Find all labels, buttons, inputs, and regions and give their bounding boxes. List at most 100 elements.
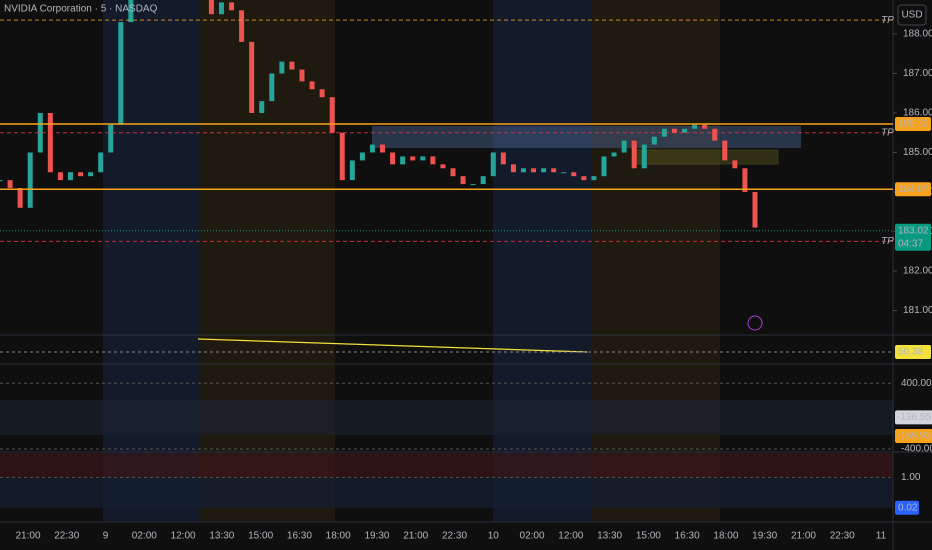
candle — [440, 164, 446, 169]
currency-button[interactable] — [897, 4, 927, 26]
candle — [601, 156, 607, 177]
osc-tag: -169.93 — [897, 431, 931, 442]
candle — [229, 2, 235, 11]
candle — [349, 160, 355, 181]
zone-box — [372, 126, 801, 148]
price-tag-box — [895, 182, 931, 197]
candle — [78, 172, 84, 177]
alert-icon[interactable] — [747, 315, 763, 331]
session-shading — [103, 0, 720, 522]
osc-tag: -136.55 — [897, 412, 931, 423]
candle — [661, 128, 667, 137]
osc-band — [0, 400, 893, 435]
candle — [450, 168, 456, 177]
time-label: 02:00 — [520, 531, 545, 542]
time-label: 19:30 — [364, 531, 389, 542]
candle — [722, 140, 728, 161]
candle — [380, 144, 386, 153]
candle — [67, 172, 73, 181]
pane2-tag: 50.38 — [898, 347, 923, 358]
osc-tag-box — [895, 429, 932, 444]
candle — [611, 152, 617, 157]
price-tag: 184.07 — [898, 184, 929, 195]
candle — [712, 128, 718, 141]
candle — [98, 152, 104, 173]
time-label: 15:00 — [636, 531, 661, 542]
vol-band — [0, 478, 893, 508]
osc-tick-label: 400.00 — [901, 378, 932, 389]
candle — [671, 128, 677, 133]
time-label: 11 — [876, 531, 887, 542]
price-tag-box — [895, 117, 931, 132]
countdown: 04:37 — [898, 238, 923, 249]
candle — [289, 61, 295, 70]
vol-band-top — [0, 453, 893, 478]
candle — [279, 61, 285, 74]
candle — [702, 124, 708, 129]
candle — [218, 2, 224, 15]
chart-title: NVIDIA Corporation · 5 · NASDAQ — [4, 4, 158, 15]
candle — [400, 156, 406, 165]
candle — [551, 168, 557, 173]
candle — [651, 136, 657, 145]
candle — [359, 152, 365, 161]
candle — [581, 176, 587, 181]
candle — [118, 22, 124, 125]
candle — [0, 180, 3, 182]
candle — [329, 97, 335, 133]
y-tick-label: 188.00 — [903, 29, 932, 40]
time-label: 16:30 — [675, 531, 700, 542]
candle — [752, 191, 758, 228]
candle — [641, 144, 647, 169]
y-tick-label: 185.00 — [903, 147, 932, 158]
candle — [480, 176, 486, 185]
vol-tick-label: 1.00 — [901, 472, 921, 483]
candle — [299, 69, 305, 82]
time-label: 9 — [103, 531, 109, 542]
candle — [541, 168, 547, 173]
time-label: 22:30 — [54, 531, 79, 542]
time-label: 13:30 — [597, 531, 622, 542]
candle — [27, 152, 33, 208]
candle — [269, 73, 275, 102]
candle — [510, 164, 516, 173]
time-label: 21:00 — [15, 531, 40, 542]
candle — [128, 0, 134, 23]
candle — [692, 124, 698, 129]
currency[interactable]: USD — [901, 10, 922, 21]
last-tag-box — [895, 223, 931, 251]
candle — [390, 152, 396, 165]
time-label: 12:00 — [171, 531, 196, 542]
candle — [531, 168, 537, 173]
time-label: 15:00 — [248, 531, 273, 542]
candle — [520, 168, 526, 173]
time-label: 22:30 — [442, 531, 467, 542]
candle — [742, 168, 748, 192]
pane2-tag-box — [895, 345, 931, 359]
candle — [88, 172, 94, 177]
y-tick-label: 187.00 — [903, 68, 932, 79]
candle — [259, 101, 265, 113]
candle — [621, 140, 627, 153]
candle — [561, 172, 567, 174]
candle — [732, 160, 738, 169]
candle — [57, 172, 63, 181]
y-tick-label: 186.00 — [903, 108, 932, 119]
target-label: TP — [881, 236, 894, 247]
candle — [37, 112, 43, 153]
target-label: TP — [881, 15, 894, 26]
candle — [490, 152, 496, 177]
time-label: 13:30 — [209, 531, 234, 542]
time-label: 16:30 — [287, 531, 312, 542]
candle — [319, 89, 325, 98]
candle — [470, 184, 476, 186]
candle — [460, 176, 466, 185]
time-label: 19:30 — [752, 531, 777, 542]
candle — [500, 152, 506, 165]
osc-tick-label: -400.00 — [901, 444, 932, 455]
last-price: 183.02 — [898, 225, 929, 236]
osc-tag-box — [895, 410, 932, 425]
candle — [410, 156, 416, 161]
time-label: 18:00 — [713, 531, 738, 542]
